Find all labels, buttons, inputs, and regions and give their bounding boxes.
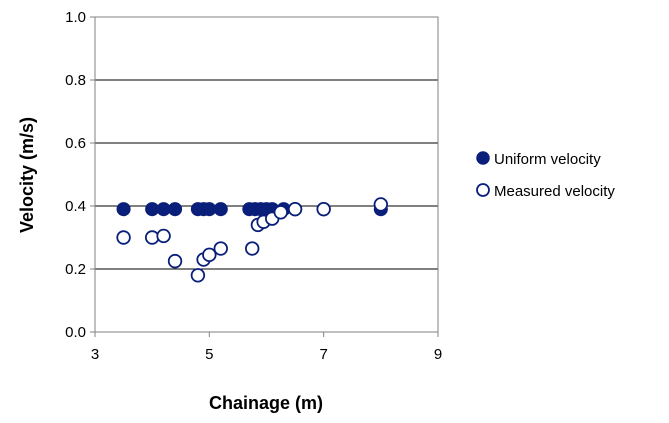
legend-label-measured: Measured velocity — [494, 183, 615, 200]
x-tick-label: 5 — [205, 346, 213, 363]
measured-velocity-point — [273, 205, 288, 220]
y-axis-title: Velocity (m/s) — [17, 117, 37, 233]
uniform-velocity-point — [167, 202, 183, 217]
legend-marker-filled-circle — [476, 151, 490, 165]
y-tick-label: 0.6 — [65, 135, 86, 152]
measured-velocity-point — [316, 201, 331, 217]
y-tick-label: 0.0 — [65, 324, 86, 341]
measured-velocity-point — [287, 201, 303, 217]
x-tick-label: 3 — [91, 346, 99, 363]
y-tick-label: 0.2 — [65, 261, 86, 278]
x-tick-label: 9 — [434, 346, 442, 363]
legend-item-measured: Measured velocity — [476, 183, 615, 200]
measured-velocity-point — [202, 247, 217, 263]
y-tick-label: 1.0 — [65, 9, 86, 26]
measured-velocity-point — [245, 241, 260, 256]
measured-velocity-point — [156, 228, 171, 244]
plot-area-frame — [94, 16, 439, 333]
measured-velocity-point — [213, 241, 228, 256]
legend-marker-open-circle — [476, 183, 490, 197]
y-tick-label: 0.8 — [65, 72, 86, 89]
x-axis-ticks: 3 5 7 9 — [91, 332, 442, 363]
measured-velocity-point — [190, 268, 206, 283]
y-axis-ticks: 0.0 0.2 0.4 0.6 0.8 1.0 — [65, 9, 95, 341]
x-tick-label: 7 — [319, 346, 327, 363]
measured-velocity-point — [167, 253, 183, 269]
measured-velocity-point — [116, 230, 131, 245]
legend-item-uniform: Uniform velocity — [476, 151, 601, 168]
y-tick-label: 0.4 — [65, 198, 86, 215]
measured-velocity-point — [373, 197, 389, 212]
uniform-velocity-point — [213, 202, 228, 217]
uniform-velocity-point — [116, 202, 131, 217]
data-points — [116, 197, 389, 283]
legend: Uniform velocity Measured velocity — [476, 151, 615, 200]
legend-label-uniform: Uniform velocity — [494, 151, 601, 168]
x-axis-title: Chainage (m) — [209, 393, 323, 413]
